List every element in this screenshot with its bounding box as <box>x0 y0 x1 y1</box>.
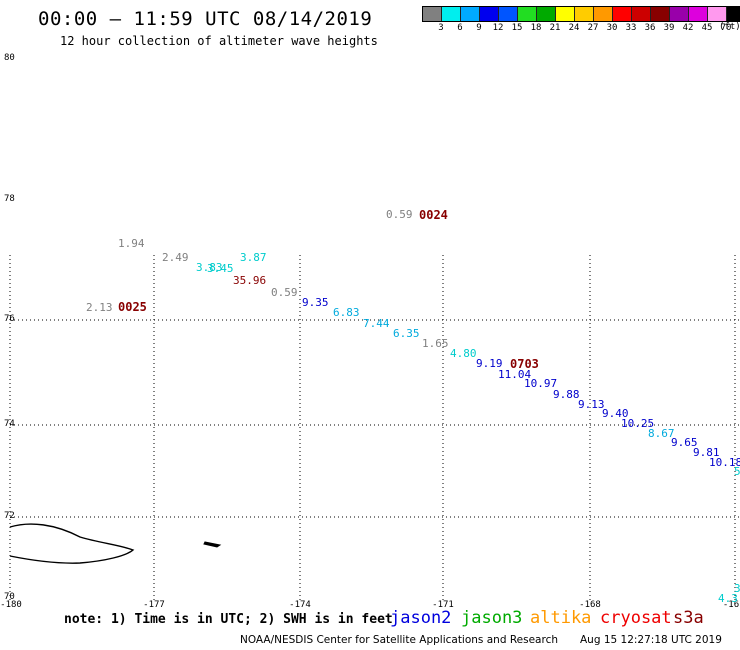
colorbar-tick-label: 70 <box>720 23 732 33</box>
colorbar-swatch <box>651 7 670 21</box>
obs-wave-height: 0.59 <box>386 208 413 221</box>
satellite-legend-cryosat: cryosat <box>600 608 672 628</box>
colorbar-swatch <box>594 7 613 21</box>
colorbar-tick-label: 3 <box>438 23 444 33</box>
obs-wave-height: 3.83 <box>196 261 223 274</box>
lat-label-72: 72 <box>4 511 15 521</box>
obs-wave-height: 10.25 <box>621 417 655 430</box>
credit-footer: NOAA/NESDIS Center for Satellite Applica… <box>240 634 558 646</box>
coastline-islet <box>203 541 222 548</box>
wave-height-colorbar <box>422 6 740 22</box>
colorbar-swatch <box>423 7 442 21</box>
colorbar-swatch <box>632 7 651 21</box>
obs-wave-height: 3.45 <box>207 262 234 275</box>
colorbar-tick-label: 24 <box>568 23 580 33</box>
colorbar-swatch <box>537 7 556 21</box>
satellite-legend-altika: altika <box>530 608 592 628</box>
obs-wave-height: 0.59 <box>271 286 298 299</box>
obs-wave-height: 9.19 <box>476 357 503 370</box>
satellite-legend-jason2: jason2 <box>390 608 452 628</box>
satellite-legend-jason3: jason3 <box>461 608 523 628</box>
colorbar-tick-label: 39 <box>663 23 675 33</box>
map-grid <box>9 255 740 600</box>
obs-wave-height: 10.97 <box>524 377 558 390</box>
colorbar-tick-label: 15 <box>511 23 523 33</box>
obs-wave-height: 5 <box>734 465 740 478</box>
coastline-island <box>9 523 135 564</box>
obs-wave-height: 9.81 <box>693 446 720 459</box>
obs-wave-height: 3.87 <box>240 251 267 264</box>
pass-time-label: 0024 <box>419 208 448 222</box>
colorbar-tick-label: 33 <box>625 23 637 33</box>
colorbar-swatch <box>575 7 594 21</box>
satellite-legend-s3a: s3a <box>673 608 704 628</box>
lon-label-180: -180 <box>0 600 22 610</box>
lat-label-70: 70 <box>4 592 15 602</box>
colorbar-tick-label: 45 <box>701 23 713 33</box>
colorbar-swatch <box>727 7 740 21</box>
obs-wave-height: 3 <box>734 582 740 595</box>
pass-time-label: 0703 <box>510 357 539 371</box>
lat-label-74: 74 <box>4 419 15 429</box>
map-title: 00:00 – 11:59 UTC 08/14/2019 <box>38 8 373 30</box>
pass-time-label: 0025 <box>118 300 147 314</box>
colorbar-unit: (ft) <box>719 22 740 32</box>
obs-wave-height: 6.83 <box>333 306 360 319</box>
colorbar-tick-label: 30 <box>606 23 618 33</box>
colorbar-swatch <box>499 7 518 21</box>
obs-wave-height: 6.35 <box>393 327 420 340</box>
obs-wave-height: 9.35 <box>302 296 329 309</box>
map-subtitle: 12 hour collection of altimeter wave hei… <box>60 34 378 48</box>
obs-wave-height: 9.40 <box>602 407 629 420</box>
colorbar-swatch <box>689 7 708 21</box>
obs-wave-height: 4.3 <box>718 592 738 605</box>
obs-wave-height: 8.67 <box>648 427 675 440</box>
colorbar-tick-label: 27 <box>587 23 599 33</box>
generated-timestamp: Aug 15 12:27:18 UTC 2019 <box>580 634 722 646</box>
lon-label-165: -16 <box>722 600 740 610</box>
obs-wave-height: 35.96 <box>233 274 267 287</box>
obs-wave-height: 11.04 <box>498 368 532 381</box>
obs-wave-height: 2.49 <box>162 251 189 264</box>
colorbar-swatch <box>480 7 499 21</box>
colorbar-swatch <box>442 7 461 21</box>
lat-label-80: 80 <box>4 53 15 63</box>
lat-label-78: 78 <box>4 194 15 204</box>
colorbar-tick-label: 9 <box>476 23 482 33</box>
lon-label-177: -177 <box>143 600 165 610</box>
colorbar-swatch <box>613 7 632 21</box>
obs-wave-height: 4.80 <box>450 347 477 360</box>
obs-wave-height: 1.65 <box>422 337 449 350</box>
colorbar-tick-label: 42 <box>682 23 694 33</box>
obs-wave-height: 2.13 <box>86 301 113 314</box>
obs-wave-height: 9.13 <box>578 398 605 411</box>
obs-wave-height: 7.44 <box>363 317 390 330</box>
colorbar-swatch <box>556 7 575 21</box>
colorbar-swatch <box>708 7 727 21</box>
colorbar-tick-label: 21 <box>549 23 561 33</box>
obs-wave-height: 9.88 <box>553 388 580 401</box>
colorbar-swatch <box>518 7 537 21</box>
colorbar-tick-label: 12 <box>492 23 504 33</box>
colorbar-tick-label: 6 <box>457 23 463 33</box>
lon-label-171: -171 <box>432 600 454 610</box>
obs-wave-height: 1.94 <box>118 237 145 250</box>
lon-label-168: -168 <box>579 600 601 610</box>
obs-wave-height: 10.18 <box>709 456 740 469</box>
colorbar-tick-label: 18 <box>530 23 542 33</box>
colorbar-ticks: 3 6 9 12 15 18 21 24 27 30 33 36 39 42 45 70 <box>422 23 740 35</box>
lon-label-174: -174 <box>289 600 311 610</box>
obs-wave-height: 9.65 <box>671 436 698 449</box>
lat-label-76: 76 <box>4 314 15 324</box>
colorbar-swatch <box>670 7 689 21</box>
colorbar-tick-label: 36 <box>644 23 656 33</box>
colorbar-swatch <box>461 7 480 21</box>
units-note: note: 1) Time is in UTC; 2) SWH is in fe… <box>64 612 393 627</box>
